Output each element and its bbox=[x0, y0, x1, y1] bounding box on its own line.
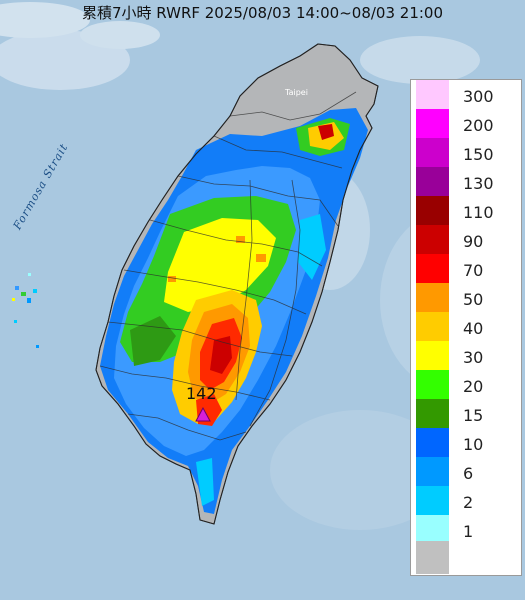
rainfall-overlay bbox=[100, 108, 368, 514]
legend-item: 6 bbox=[416, 457, 516, 490]
legend-item: 30 bbox=[416, 341, 516, 374]
legend-swatch bbox=[416, 109, 449, 142]
legend-swatch bbox=[416, 312, 449, 345]
map-title: 累積7小時 RWRF 2025/08/03 14:00~08/03 21:00 bbox=[81, 4, 444, 22]
legend-label: 70 bbox=[463, 261, 484, 280]
legend-label: 10 bbox=[463, 435, 484, 454]
legend-item: 150 bbox=[416, 138, 516, 171]
legend-swatch bbox=[416, 196, 449, 229]
legend-label: 90 bbox=[463, 232, 484, 251]
legend-item: 50 bbox=[416, 283, 516, 316]
legend-item: 2 bbox=[416, 486, 516, 519]
legend-label: 2 bbox=[463, 493, 474, 512]
legend-item: 90 bbox=[416, 225, 516, 258]
legend-label: 1 bbox=[463, 522, 474, 541]
legend-swatch bbox=[416, 486, 449, 519]
legend-item: 15 bbox=[416, 399, 516, 432]
legend-item: 110 bbox=[416, 196, 516, 229]
legend-item: 10 bbox=[416, 428, 516, 461]
legend-label: 130 bbox=[463, 174, 494, 193]
legend-item: 130 bbox=[416, 167, 516, 200]
legend-swatch bbox=[416, 428, 449, 461]
taipei-label: Taipei bbox=[285, 88, 308, 97]
legend-label: 150 bbox=[463, 145, 494, 164]
legend-swatch bbox=[416, 225, 449, 258]
legend-item: 300 bbox=[416, 80, 516, 113]
legend-item: 70 bbox=[416, 254, 516, 287]
legend-swatch bbox=[416, 254, 449, 287]
legend-swatch bbox=[416, 138, 449, 171]
legend-item: 20 bbox=[416, 370, 516, 403]
legend-label: 20 bbox=[463, 377, 484, 396]
max-rainfall-marker-icon bbox=[195, 406, 211, 422]
max-rainfall-value: 142 bbox=[186, 384, 217, 403]
legend-label: 110 bbox=[463, 203, 494, 222]
legend-label: 15 bbox=[463, 406, 484, 425]
legend-swatch bbox=[416, 80, 449, 113]
legend-label: 300 bbox=[463, 87, 494, 106]
legend-swatch bbox=[416, 167, 449, 200]
legend-item: 40 bbox=[416, 312, 516, 345]
legend-item: 200 bbox=[416, 109, 516, 142]
legend-label: 6 bbox=[463, 464, 474, 483]
rainfall-legend: 300 200 150 130 110 90 70 50 bbox=[410, 79, 522, 576]
legend-swatch bbox=[416, 283, 449, 316]
coastline bbox=[95, 43, 379, 525]
offshore-echoes bbox=[12, 273, 39, 348]
legend-swatch bbox=[416, 370, 449, 403]
county-boundaries bbox=[99, 91, 357, 441]
legend-swatch bbox=[416, 341, 449, 374]
legend-label: 30 bbox=[463, 348, 484, 367]
legend-swatch bbox=[416, 457, 449, 490]
legend-label: 40 bbox=[463, 319, 484, 338]
legend-swatch bbox=[416, 399, 449, 432]
legend-item bbox=[416, 541, 516, 574]
legend-label: 50 bbox=[463, 290, 484, 309]
legend-swatch bbox=[416, 541, 449, 574]
legend-label: 200 bbox=[463, 116, 494, 135]
